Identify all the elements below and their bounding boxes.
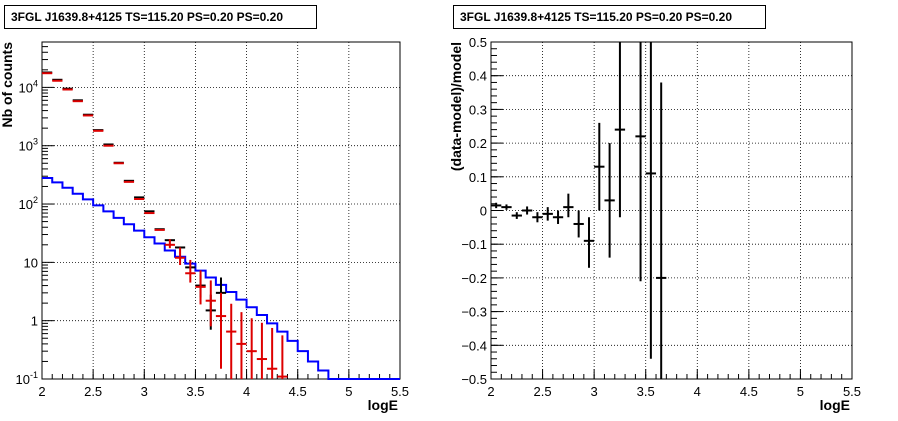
y-tick-label: −0.4: [461, 338, 487, 353]
x-tick-label: 4.5: [740, 384, 758, 399]
y-tick-label: 0.5: [469, 35, 487, 50]
x-axis-label: logE: [368, 397, 398, 413]
y-tick-label: 0.3: [469, 102, 487, 117]
x-tick-label: 2.5: [534, 384, 552, 399]
x-tick-label: 2: [38, 384, 45, 399]
x-tick-label: 3.5: [637, 384, 655, 399]
x-tick-label: 5: [345, 384, 352, 399]
x-tick-label: 5.5: [843, 384, 861, 399]
y-tick-label: 0: [480, 204, 487, 219]
x-tick-label: 3: [591, 384, 598, 399]
y-tick-label: 10: [24, 255, 38, 270]
left-chart-title: 3FGL J1639.8+4125 TS=115.20 PS=0.20 PS=0…: [4, 5, 317, 29]
right-chart-title: 3FGL J1639.8+4125 TS=115.20 PS=0.20 PS=0…: [453, 5, 766, 29]
y-tick-label: 104: [19, 78, 38, 95]
y-tick-label: 0.2: [469, 136, 487, 151]
y-tick-label: 0.1: [469, 170, 487, 185]
y-tick-label: 0.4: [469, 69, 487, 84]
left-chart: 2 2.5 3 3.5 4 4.5 5 5.5 10-1 1 10 102 103 104 logE Nb o…: [0, 41, 409, 413]
x-tick-label: 3: [141, 384, 148, 399]
x-tick-label: 2: [487, 384, 494, 399]
x-tick-label: 5.5: [391, 384, 409, 399]
x-tick-label: 4: [694, 384, 701, 399]
right-chart-title-text: 3FGL J1639.8+4125 TS=115.20 PS=0.20 PS=0…: [460, 10, 732, 24]
right-chart: 2 2.5 3 3.5 4 4.5 5 5.5 −0.5 −0.4 −0.3 −0.2 −0.1 0 0.1…: [448, 35, 861, 413]
y-tick-label: 103: [19, 137, 38, 154]
y-axis-label: (data-model)/model: [448, 42, 464, 171]
left-chart-title-text: 3FGL J1639.8+4125 TS=115.20 PS=0.20 PS=0…: [11, 10, 283, 24]
y-tick-label: −0.1: [461, 237, 487, 252]
x-tick-label: 4.5: [289, 384, 307, 399]
y-tick-label: −0.5: [461, 372, 487, 387]
y-tick-label: 102: [19, 195, 38, 212]
y-tick-label: 10-1: [16, 370, 38, 387]
x-tick-label: 3.5: [186, 384, 204, 399]
x-tick-label: 2.5: [84, 384, 102, 399]
y-axis-label: Nb of counts: [0, 42, 15, 128]
x-tick-label: 5: [797, 384, 804, 399]
x-tick-label: 4: [243, 384, 250, 399]
y-tick-label: −0.3: [461, 305, 487, 320]
y-tick-label: −0.2: [461, 271, 487, 286]
model-step-line: [42, 176, 400, 380]
y-tick-label: 1: [31, 314, 38, 329]
x-axis-label: logE: [820, 397, 850, 413]
